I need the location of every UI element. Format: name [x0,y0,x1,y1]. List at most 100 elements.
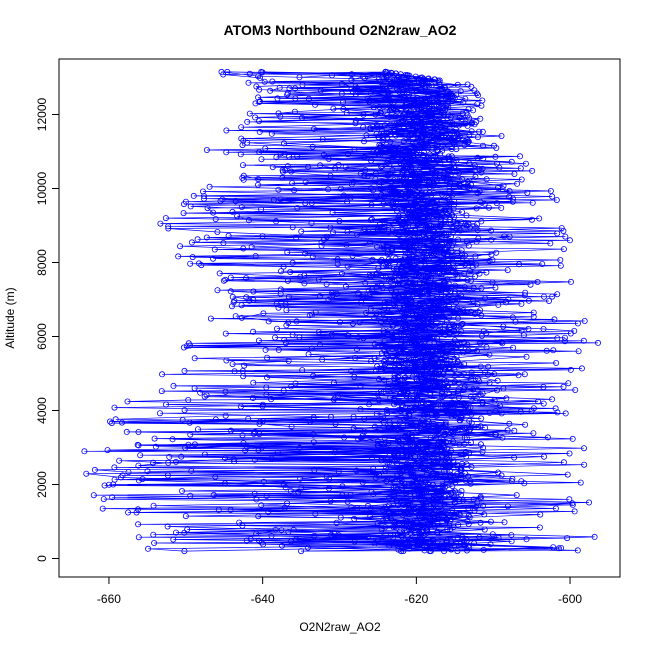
series-point [493,387,500,394]
series-point [334,261,341,268]
series-point [430,456,437,463]
series-point [397,237,404,244]
series-point [395,406,402,413]
series-point [139,476,146,483]
series-point [464,137,471,144]
series-point [491,371,498,378]
series-point [396,88,403,95]
series-point [83,470,90,477]
series-point [552,505,559,512]
series-point [434,443,441,450]
series-point [369,271,376,278]
series-point [456,361,463,368]
series-point [275,110,282,117]
series-point [492,407,499,414]
series-point [285,294,292,301]
series-point [462,95,469,102]
series-point [461,434,468,441]
series-point [264,354,271,361]
series-point [400,240,407,247]
series-point [465,106,472,113]
series-point [424,201,431,208]
series-point [372,367,379,374]
series-point [386,419,393,426]
series-point [259,417,266,424]
series-point [470,107,477,114]
series-point [413,331,420,338]
series-point [413,148,420,155]
series-point [357,406,364,413]
series-point [479,128,486,135]
series-point [255,176,262,183]
series-point [304,544,311,551]
series-point [432,381,439,388]
series-point [373,122,380,129]
series-point [487,518,494,525]
series-point [443,352,450,359]
series-point [397,418,404,425]
series-point [400,117,407,124]
series-point [381,347,388,354]
series-point [298,484,305,491]
series-point [384,351,391,358]
series-point [353,346,360,353]
series-point [454,249,461,256]
series-point [385,92,392,99]
series-point [231,297,238,304]
series-point [116,457,123,464]
series-point [457,227,464,234]
series-point [550,347,557,354]
series-point [509,475,516,482]
series-point [390,150,397,157]
series-point [380,244,387,251]
series-point [413,378,420,385]
series-point [452,221,459,228]
series-point [448,546,455,553]
series-point [323,281,330,288]
series-point [438,428,445,435]
series-point [125,509,132,516]
series-point [215,506,222,513]
series-point [210,491,217,498]
series-point [293,536,300,543]
series-point [396,279,403,286]
series-point [436,382,443,389]
series-point [411,80,418,87]
series-point [258,206,265,213]
series-point [488,251,495,258]
series-point [433,142,440,149]
series-point [277,150,284,157]
series-point [445,103,452,110]
series-point [101,482,108,489]
series-point [398,402,405,409]
series-point [417,219,424,226]
series-point [404,227,411,234]
plot-area [81,68,602,555]
series-point [328,72,335,79]
series-point [458,247,465,254]
series-point [481,424,488,431]
series-point [289,224,296,231]
series-point [446,188,453,195]
series-point [396,294,403,301]
series-point [439,191,446,198]
series-point [409,441,416,448]
series-point [273,325,280,332]
series-point [150,531,157,538]
series-point [383,354,390,361]
series-point [489,531,496,538]
series-point [554,230,561,237]
series-point [432,427,439,434]
series-point [379,534,386,541]
series-point [400,302,407,309]
series-point [480,155,487,162]
series-point [325,155,332,162]
series-point [220,239,227,246]
series-point [256,128,263,135]
series-point [442,238,449,245]
series-point [292,85,299,92]
series-point [561,338,568,345]
series-point [530,430,537,437]
x-axis: -660 -640 -620 -600 [97,576,582,606]
series-point [479,448,486,455]
